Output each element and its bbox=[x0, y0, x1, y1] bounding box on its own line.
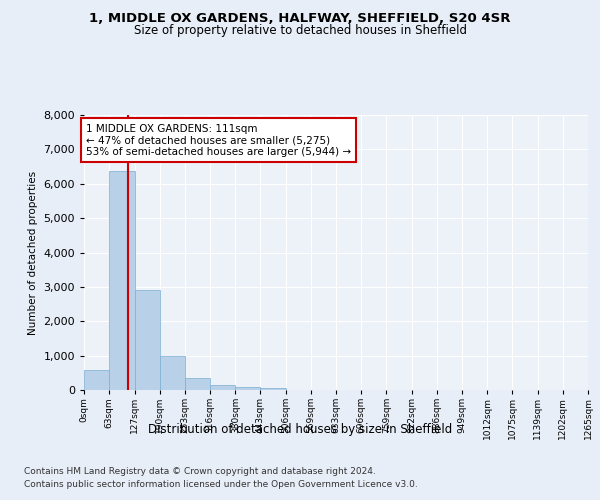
Text: Contains public sector information licensed under the Open Government Licence v3: Contains public sector information licen… bbox=[24, 480, 418, 489]
Text: Distribution of detached houses by size in Sheffield: Distribution of detached houses by size … bbox=[148, 422, 452, 436]
Bar bbox=[84, 370, 109, 390]
Y-axis label: Number of detached properties: Number of detached properties bbox=[28, 170, 38, 334]
Bar bbox=[160, 356, 185, 390]
Bar bbox=[235, 386, 260, 390]
Text: 1, MIDDLE OX GARDENS, HALFWAY, SHEFFIELD, S20 4SR: 1, MIDDLE OX GARDENS, HALFWAY, SHEFFIELD… bbox=[89, 12, 511, 26]
Bar bbox=[185, 378, 210, 390]
Bar bbox=[109, 170, 134, 390]
Bar bbox=[210, 384, 235, 390]
Bar bbox=[134, 290, 160, 390]
Text: 1 MIDDLE OX GARDENS: 111sqm
← 47% of detached houses are smaller (5,275)
53% of : 1 MIDDLE OX GARDENS: 111sqm ← 47% of det… bbox=[86, 124, 351, 157]
Bar bbox=[260, 388, 286, 390]
Text: Contains HM Land Registry data © Crown copyright and database right 2024.: Contains HM Land Registry data © Crown c… bbox=[24, 468, 376, 476]
Text: Size of property relative to detached houses in Sheffield: Size of property relative to detached ho… bbox=[133, 24, 467, 37]
